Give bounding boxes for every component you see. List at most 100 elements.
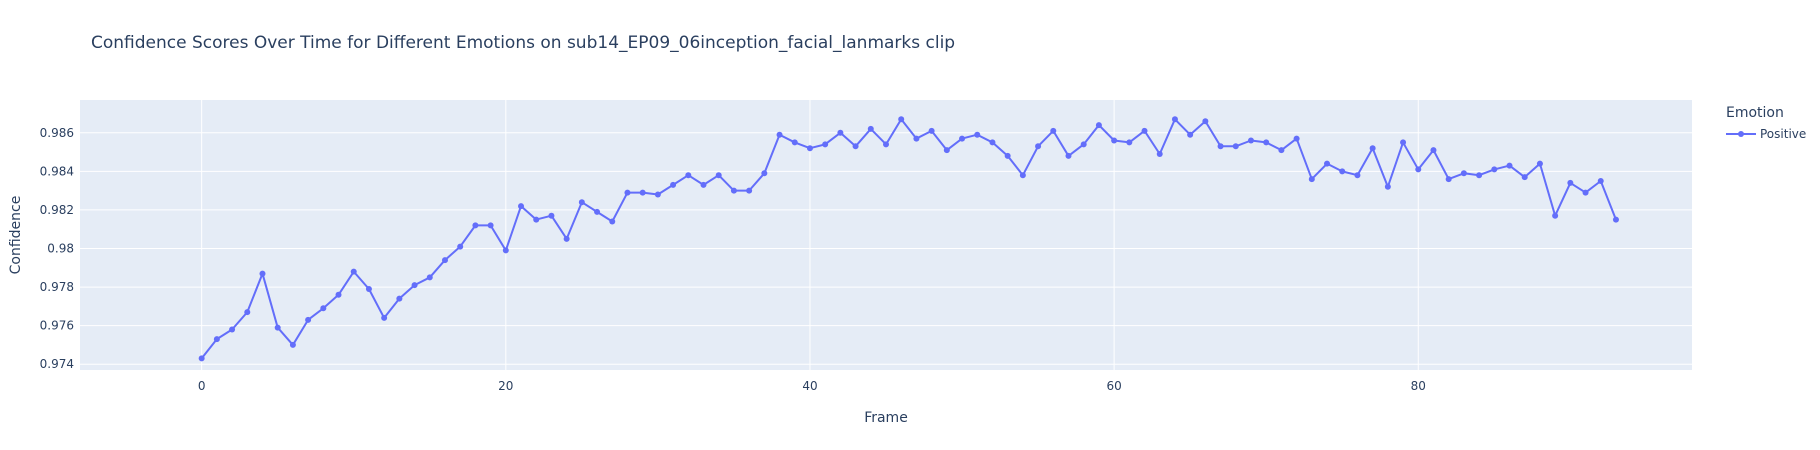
- data-point[interactable]: [791, 139, 798, 146]
- data-point[interactable]: [852, 143, 859, 150]
- data-point[interactable]: [624, 189, 631, 196]
- data-point[interactable]: [1126, 139, 1133, 146]
- data-point[interactable]: [274, 324, 281, 331]
- data-point[interactable]: [411, 282, 418, 289]
- data-point[interactable]: [1247, 137, 1254, 144]
- data-point[interactable]: [1415, 166, 1422, 173]
- data-point[interactable]: [1293, 135, 1300, 142]
- data-point[interactable]: [1202, 118, 1209, 125]
- data-point[interactable]: [867, 125, 874, 132]
- data-point[interactable]: [1095, 122, 1102, 129]
- data-point[interactable]: [746, 187, 753, 194]
- data-point[interactable]: [837, 129, 844, 136]
- data-point[interactable]: [1597, 178, 1604, 184]
- data-point[interactable]: [1339, 168, 1346, 175]
- data-point[interactable]: [1369, 145, 1376, 152]
- data-point[interactable]: [1521, 174, 1528, 181]
- data-point[interactable]: [1506, 162, 1513, 169]
- data-point[interactable]: [1111, 137, 1118, 144]
- data-point[interactable]: [472, 222, 479, 229]
- data-point[interactable]: [259, 270, 266, 277]
- data-point[interactable]: [502, 247, 509, 254]
- data-point[interactable]: [1187, 131, 1194, 138]
- data-point[interactable]: [487, 222, 494, 229]
- data-point[interactable]: [700, 181, 707, 188]
- data-point[interactable]: [1065, 152, 1072, 159]
- y-tick-label: 0.986: [40, 126, 74, 140]
- data-point[interactable]: [426, 274, 433, 281]
- data-point[interactable]: [244, 309, 251, 316]
- data-point[interactable]: [974, 131, 981, 138]
- data-point[interactable]: [654, 191, 661, 198]
- data-point[interactable]: [898, 116, 905, 123]
- data-point[interactable]: [1324, 160, 1331, 167]
- data-point[interactable]: [457, 243, 464, 250]
- data-point[interactable]: [1019, 172, 1026, 179]
- data-point[interactable]: [913, 135, 920, 142]
- data-point[interactable]: [1536, 160, 1543, 167]
- data-point[interactable]: [1141, 127, 1148, 134]
- data-point[interactable]: [715, 172, 722, 179]
- data-point[interactable]: [609, 218, 616, 225]
- legend: Emotion Positive: [1726, 105, 1806, 141]
- data-point[interactable]: [441, 257, 448, 264]
- data-point[interactable]: [578, 199, 585, 206]
- data-point[interactable]: [959, 135, 966, 142]
- data-point[interactable]: [1080, 141, 1087, 148]
- data-point[interactable]: [229, 326, 236, 333]
- data-point[interactable]: [335, 291, 342, 298]
- legend-item-positive[interactable]: Positive: [1726, 127, 1806, 141]
- data-point[interactable]: [1050, 127, 1057, 134]
- data-point[interactable]: [1004, 152, 1011, 159]
- data-point[interactable]: [289, 341, 296, 348]
- data-point[interactable]: [1460, 170, 1467, 177]
- data-point[interactable]: [685, 172, 692, 179]
- data-point[interactable]: [1400, 139, 1407, 146]
- data-point[interactable]: [1278, 147, 1285, 154]
- data-point[interactable]: [533, 216, 540, 223]
- x-tick-label: 20: [498, 379, 513, 393]
- y-tick-label: 0.984: [40, 164, 74, 178]
- data-point[interactable]: [883, 141, 889, 148]
- data-point[interactable]: [198, 355, 205, 362]
- data-point[interactable]: [761, 170, 768, 177]
- data-point[interactable]: [213, 336, 220, 343]
- data-point[interactable]: [776, 131, 783, 138]
- data-point[interactable]: [1445, 176, 1452, 183]
- data-point[interactable]: [1308, 176, 1315, 183]
- data-point[interactable]: [1217, 143, 1224, 150]
- data-point[interactable]: [1354, 172, 1361, 179]
- data-point[interactable]: [989, 139, 996, 146]
- data-point[interactable]: [1612, 216, 1619, 223]
- data-point[interactable]: [822, 141, 829, 148]
- data-point[interactable]: [639, 189, 646, 196]
- data-point[interactable]: [1430, 147, 1437, 154]
- data-point[interactable]: [1263, 139, 1270, 146]
- data-point[interactable]: [563, 235, 570, 242]
- data-point[interactable]: [381, 314, 388, 321]
- data-point[interactable]: [943, 147, 950, 154]
- data-point[interactable]: [350, 268, 357, 275]
- y-tick-label: 0.976: [40, 319, 74, 333]
- data-point[interactable]: [670, 181, 677, 188]
- data-point[interactable]: [548, 212, 555, 219]
- data-point[interactable]: [518, 203, 525, 210]
- data-point[interactable]: [594, 208, 601, 215]
- data-point[interactable]: [1552, 212, 1559, 219]
- data-point[interactable]: [730, 187, 737, 194]
- data-point[interactable]: [305, 316, 312, 323]
- data-point[interactable]: [1582, 189, 1589, 196]
- data-point[interactable]: [396, 295, 403, 302]
- data-point[interactable]: [1491, 166, 1498, 173]
- data-point[interactable]: [1232, 143, 1239, 150]
- data-point[interactable]: [1156, 151, 1163, 157]
- data-point[interactable]: [320, 305, 327, 312]
- data-point[interactable]: [928, 127, 935, 134]
- data-point[interactable]: [365, 286, 372, 292]
- data-point[interactable]: [1384, 183, 1391, 190]
- data-point[interactable]: [806, 145, 813, 152]
- data-point[interactable]: [1476, 172, 1483, 179]
- data-point[interactable]: [1171, 116, 1178, 123]
- data-point[interactable]: [1567, 179, 1574, 186]
- data-point[interactable]: [1035, 143, 1042, 150]
